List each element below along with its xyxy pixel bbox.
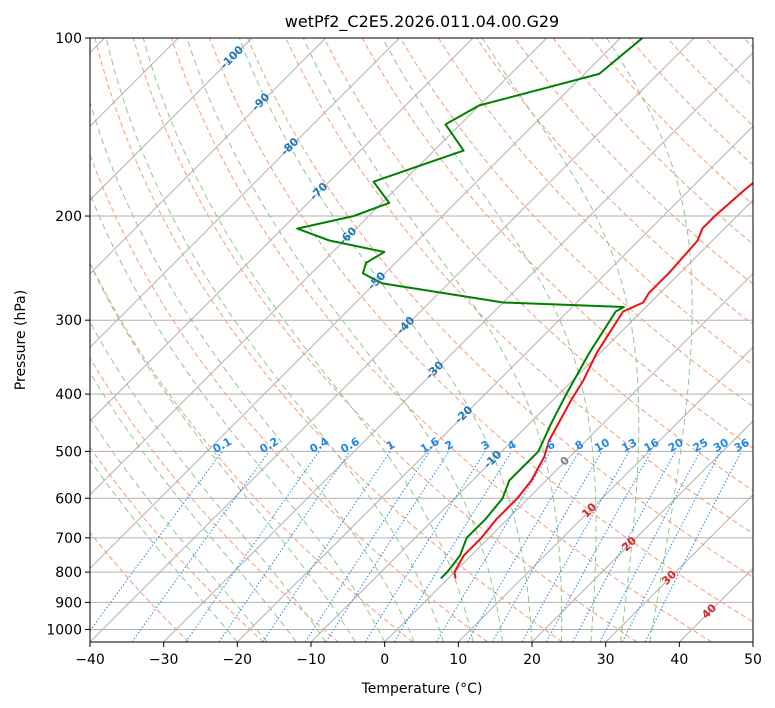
moist-adiabat-line bbox=[382, 38, 597, 642]
moist-adiabat-line bbox=[90, 192, 386, 642]
x-tick-label: −40 bbox=[75, 652, 105, 668]
dry-adiabat-line bbox=[90, 446, 264, 642]
mixing-ratio-line bbox=[599, 451, 701, 642]
dry-adiabat-line bbox=[170, 38, 712, 642]
isotherm-line bbox=[90, 38, 400, 349]
plot-area bbox=[90, 38, 753, 642]
isotherm-line bbox=[163, 51, 753, 642]
y-tick-label: 900 bbox=[55, 595, 82, 611]
dry-adiabat-line bbox=[90, 357, 339, 642]
mixing-ratio-line bbox=[304, 451, 431, 642]
mixing-ratio-line bbox=[393, 451, 513, 642]
isotherm-line bbox=[90, 38, 327, 275]
moist-adiabat-line bbox=[90, 100, 415, 642]
isotherm-line bbox=[605, 493, 753, 642]
mixing-ratio-line bbox=[435, 451, 552, 642]
isotherm-line bbox=[90, 38, 253, 201]
dry-adiabat-line bbox=[514, 38, 753, 285]
mixing-ratio-line bbox=[185, 451, 320, 642]
moist-adiabat-line bbox=[90, 262, 356, 642]
y-axis-label: Pressure (hPa) bbox=[13, 290, 29, 390]
x-tick-label: −20 bbox=[223, 652, 253, 668]
dry-adiabat-line bbox=[132, 38, 638, 642]
temperature-line bbox=[453, 181, 753, 579]
isotherm-line bbox=[531, 420, 753, 642]
mixing-ratio-line bbox=[545, 451, 652, 642]
dry-adiabat-line bbox=[94, 38, 563, 642]
mixing-ratio-line bbox=[521, 451, 630, 642]
y-tick-label: 1000 bbox=[46, 622, 82, 638]
isotherm-line bbox=[90, 38, 695, 642]
dry-adiabat-line bbox=[90, 531, 190, 642]
background-lines bbox=[90, 38, 753, 642]
dry-adiabat-line bbox=[247, 38, 753, 578]
isotherm-line bbox=[90, 38, 474, 422]
dry-adiabat-line bbox=[208, 38, 753, 623]
y-tick-label: 200 bbox=[55, 209, 82, 225]
dewpoint-line bbox=[296, 38, 644, 580]
x-tick-label: 30 bbox=[597, 652, 615, 668]
dry-adiabat-line bbox=[323, 38, 753, 492]
y-tick-label: 400 bbox=[55, 387, 82, 403]
moist-adiabat-line bbox=[90, 371, 297, 642]
dry-adiabat-line bbox=[90, 153, 488, 642]
moist-adiabat-line bbox=[238, 38, 533, 642]
mixing-ratio-line bbox=[621, 451, 722, 642]
mixing-ratio-line bbox=[644, 451, 742, 642]
moist-adiabat-line bbox=[105, 38, 445, 642]
x-tick-label: 40 bbox=[670, 652, 688, 668]
y-tick-label: 300 bbox=[55, 313, 82, 329]
x-tick-label: 10 bbox=[449, 652, 467, 668]
moist-adiabat-line bbox=[90, 321, 327, 642]
y-tick-label: 100 bbox=[55, 31, 82, 47]
isotherm-line bbox=[236, 125, 753, 642]
mixing-ratio-line bbox=[325, 451, 450, 642]
moist-adiabat-line bbox=[606, 38, 693, 642]
dry-adiabat-line bbox=[90, 261, 414, 642]
moist-adiabat-line bbox=[302, 38, 563, 642]
moist-adiabat-line bbox=[481, 38, 640, 642]
y-tick-label: 600 bbox=[55, 491, 82, 507]
y-tick-label: 800 bbox=[55, 565, 82, 581]
y-tick-label: 500 bbox=[55, 444, 82, 460]
mixing-ratio-line bbox=[262, 451, 391, 642]
dry-adiabat-line bbox=[437, 38, 753, 366]
moist-adiabat-line bbox=[186, 38, 503, 642]
isotherm-line bbox=[457, 346, 753, 642]
mixing-ratio-line bbox=[572, 451, 676, 642]
axes: −40 −30 −20 −10 0 10 20 30 40 50 100 200 300 400 500 60… bbox=[46, 31, 762, 668]
isotherm-line bbox=[384, 272, 753, 642]
moist-adiabat-line bbox=[142, 38, 474, 642]
x-tick-label: 0 bbox=[380, 652, 389, 668]
y-tick-label: 700 bbox=[55, 531, 82, 547]
mixing-ratio-line bbox=[364, 451, 486, 642]
isotherm-line bbox=[90, 38, 621, 570]
x-tick-label: 20 bbox=[523, 652, 541, 668]
mixing-ratio-line bbox=[90, 451, 223, 632]
x-tick-label: 50 bbox=[744, 652, 762, 668]
x-tick-label: −10 bbox=[296, 652, 326, 668]
mixing-ratio-line bbox=[218, 451, 351, 642]
moist-adiabat-line bbox=[90, 459, 238, 642]
plot-frame bbox=[89, 37, 754, 643]
isotherm-line bbox=[90, 38, 548, 496]
moist-adiabat-line bbox=[90, 417, 268, 642]
dry-adiabat-line bbox=[399, 38, 753, 408]
x-axis-label: Temperature (°C) bbox=[361, 681, 483, 697]
chart-title: wetPf2_C2E5.2026.011.04.00.G29 bbox=[285, 12, 559, 32]
mixing-ratio-line bbox=[131, 451, 270, 642]
x-tick-label: −30 bbox=[149, 652, 179, 668]
sounding-lines bbox=[296, 38, 753, 580]
